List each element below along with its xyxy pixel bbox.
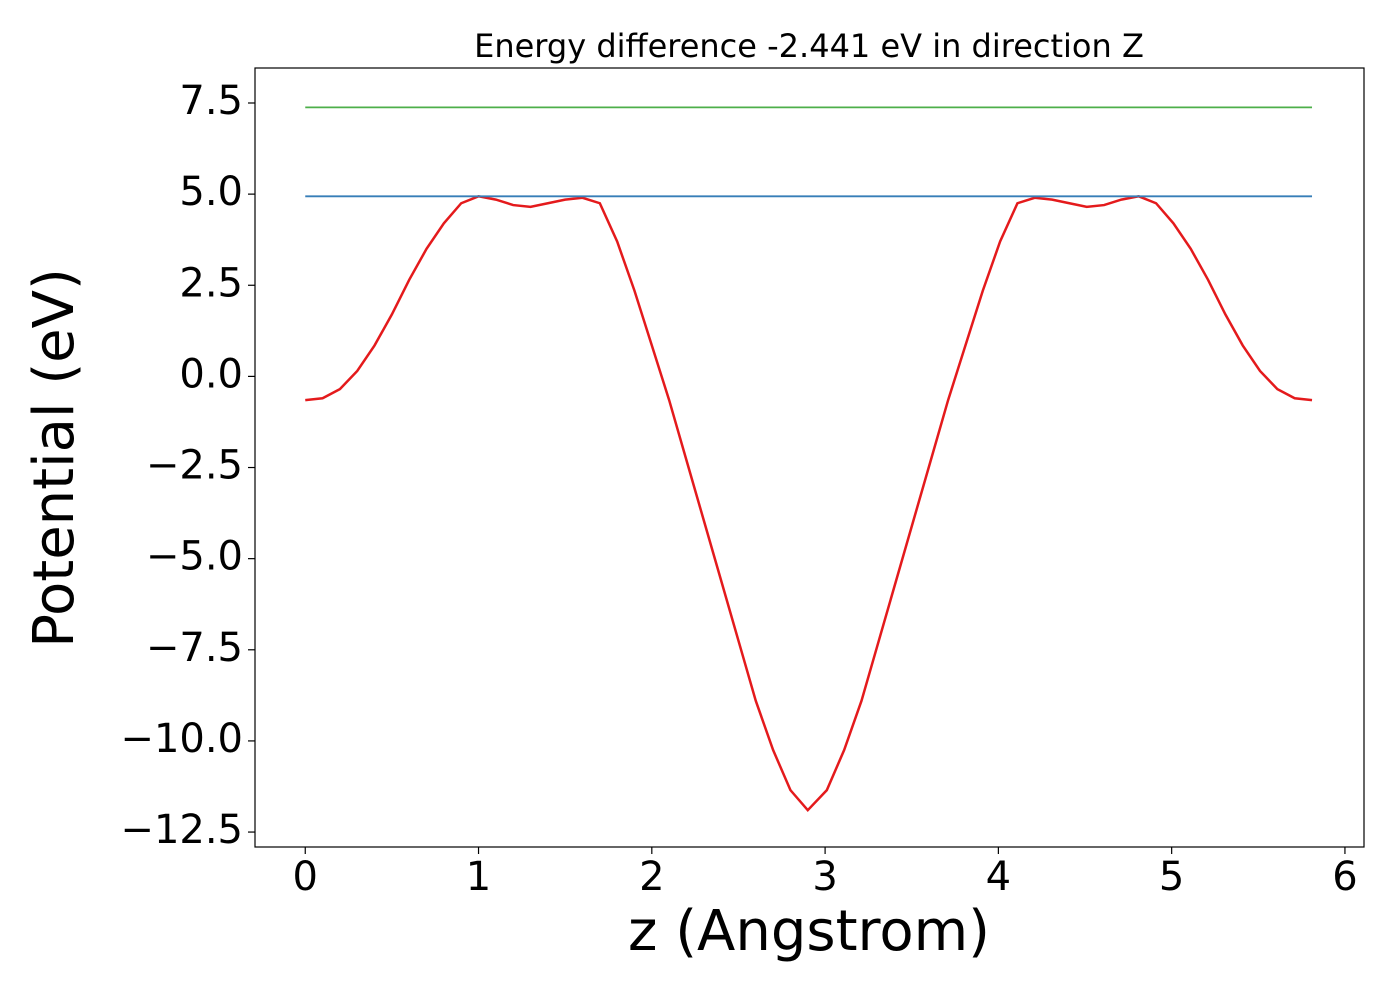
y-tick-label: −2.5 bbox=[146, 443, 243, 489]
y-tick-label: −10.0 bbox=[120, 716, 243, 762]
x-tick-label: 5 bbox=[1159, 854, 1184, 900]
y-tick-label: −12.5 bbox=[120, 807, 243, 853]
y-tick-label: 7.5 bbox=[179, 78, 243, 124]
y-tick-label: 0.0 bbox=[179, 351, 243, 397]
y-tick-label: −7.5 bbox=[146, 625, 243, 671]
x-tick-label: 2 bbox=[639, 854, 664, 900]
y-tick-label: 5.0 bbox=[179, 169, 243, 215]
plot-frame bbox=[254, 67, 1365, 848]
line-series bbox=[305, 195, 1313, 813]
chart-title: Energy difference -2.441 eV in direction… bbox=[474, 27, 1144, 65]
y-tick-label: −5.0 bbox=[146, 534, 243, 580]
x-tick-label: 6 bbox=[1332, 854, 1357, 900]
x-axis-label: z (Angstrom) bbox=[628, 899, 990, 964]
x-tick-label: 3 bbox=[812, 854, 837, 900]
x-tick-label: 1 bbox=[466, 854, 491, 900]
y-tick-label: 2.5 bbox=[179, 260, 243, 306]
y-axis-label: Potential (eV) bbox=[22, 268, 87, 648]
x-tick-label: 4 bbox=[986, 854, 1011, 900]
x-tick-label: 0 bbox=[293, 854, 318, 900]
